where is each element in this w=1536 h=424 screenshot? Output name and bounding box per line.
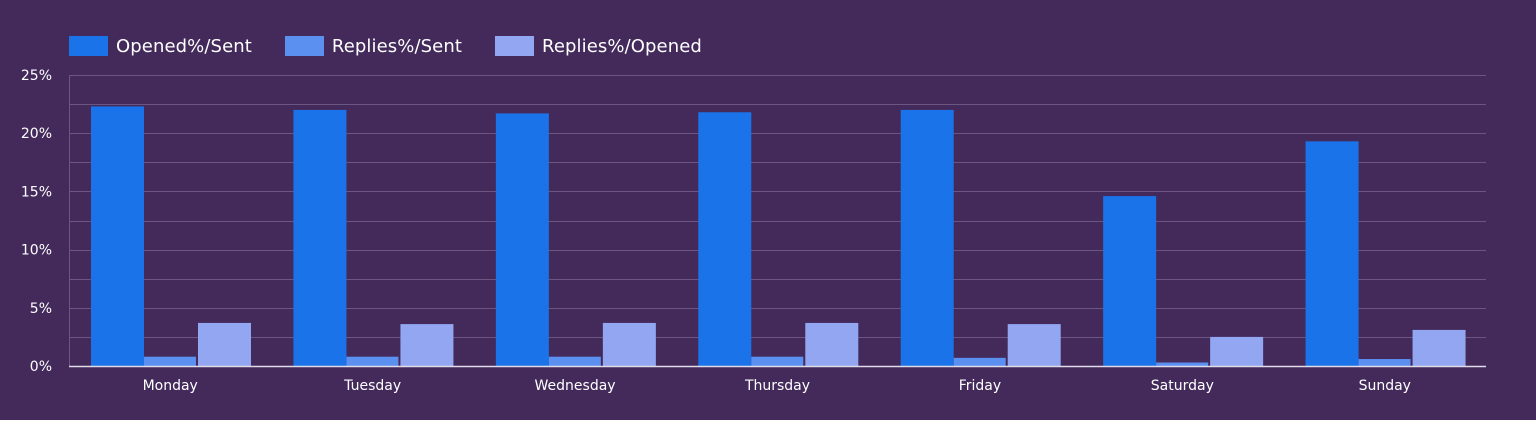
x-tick-label: Thursday [744,378,810,394]
legend-item-replies-sent[interactable]: Replies%/Sent [284,35,463,57]
x-tick-label: Wednesday [535,378,616,394]
legend-label-replies-opened: Replies%/Opened [542,35,702,57]
bar-replies-sent-saturday [1156,362,1209,366]
legend-swatch-replies-opened [495,36,535,56]
bar-replies-opened-sunday [1412,329,1466,366]
y-tick-label: 20% [21,126,52,142]
legend-label-opened-sent: Opened%/Sent [116,35,252,57]
bar-replies-opened-tuesday [400,324,454,366]
legend-item-opened-sent[interactable]: Opened%/Sent [69,36,252,57]
legend-swatch-opened-sent [69,36,108,56]
bar-replies-opened-friday [1007,324,1061,366]
axis-layer [69,75,1486,368]
bar-opened-sent-monday [91,106,144,366]
bar-replies-sent-thursday [751,356,804,366]
x-tick-label: Friday [959,378,1001,394]
x-tick-label: Saturday [1151,378,1214,394]
bar-replies-sent-wednesday [548,356,601,366]
y-tick-label: 10% [21,243,52,259]
y-tick-label: 0% [30,359,52,375]
bars-layer [91,106,1466,367]
legend-item-replies-opened[interactable]: Replies%/Opened [495,36,702,57]
bar-replies-sent-tuesday [346,356,399,366]
x-tick-label: Monday [143,378,198,394]
legend-swatch-replies-sent [284,36,324,56]
bar-opened-sent-thursday [698,112,752,366]
bar-replies-opened-saturday [1210,336,1264,366]
legend: Opened%/Sent Replies%/Sent Replies%/Open… [69,34,735,58]
bar-replies-opened-monday [198,322,251,366]
grid-layer [69,75,1486,338]
bar-replies-opened-thursday [805,322,859,366]
y-tick-label: 15% [21,184,52,200]
bar-replies-sent-friday [953,357,1006,366]
bar-replies-sent-sunday [1358,359,1411,366]
y-tick-label: 5% [30,301,52,317]
bar-opened-sent-friday [900,109,954,367]
bar-opened-sent-sunday [1305,141,1359,366]
y-tick-label: 25% [21,68,52,84]
bar-opened-sent-saturday [1103,196,1157,366]
x-tick-label: Sunday [1359,378,1411,394]
bar-replies-opened-wednesday [602,322,656,366]
bar-opened-sent-tuesday [293,109,347,367]
bar-opened-sent-wednesday [495,113,549,366]
bar-replies-sent-monday [144,356,196,366]
labels-layer: 0% 5% 10% 15% 20% 25% Monday Tuesday Wednesday Th… [21,68,1411,394]
x-tick-label: Tuesday [343,378,401,394]
legend-label-replies-sent: Replies%/Sent [331,35,463,57]
